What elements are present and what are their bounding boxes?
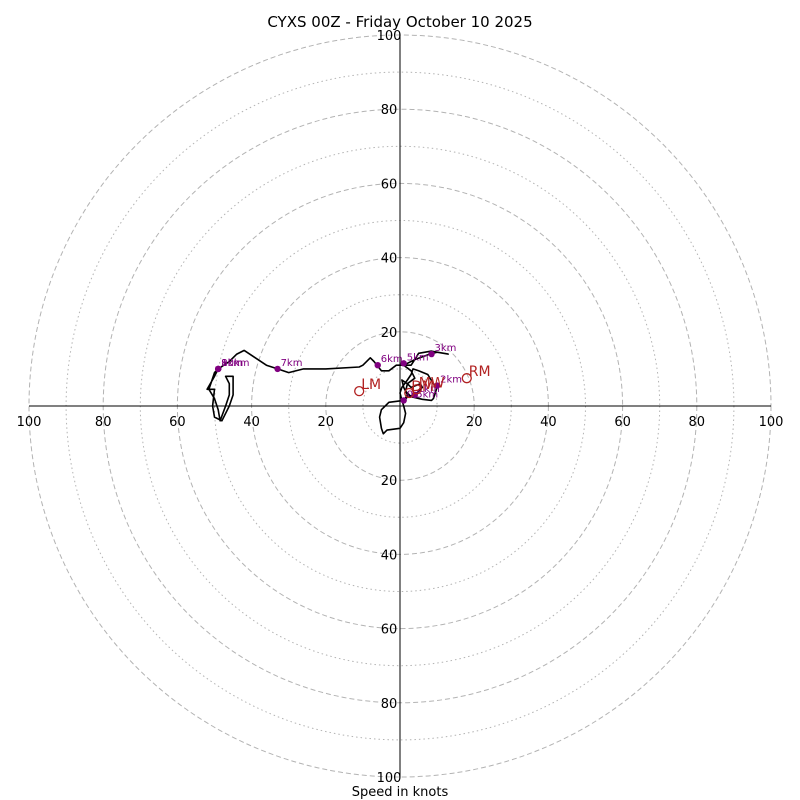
height-marker-label: 9km (221, 358, 243, 369)
height-marker-dot (428, 350, 435, 358)
x-axis-label: Speed in knots (352, 785, 449, 800)
height-marker-dot (433, 382, 441, 389)
height-marker-dot (400, 397, 407, 404)
chart-title: CYXS 00Z - Friday October 10 2025 (267, 13, 532, 31)
height-marker-label: 6km (381, 354, 403, 365)
y-tick-label: 100 (377, 771, 402, 786)
storm-motion-label: MW (419, 375, 445, 391)
x-tick-label: 60 (169, 415, 186, 430)
height-marker-label: 5km (407, 352, 429, 363)
height-marker-dot (374, 361, 381, 369)
x-tick-label: 20 (466, 415, 483, 430)
x-tick-label: 100 (759, 415, 784, 430)
height-marker-label: 1km (418, 384, 440, 395)
height-marker-label: 3km (435, 343, 457, 354)
y-tick-label: 100 (377, 29, 402, 44)
storm-motion-label: DM (411, 379, 434, 395)
x-tick-label: 40 (540, 415, 557, 430)
height-marker-label: 10km (221, 358, 249, 369)
height-marker-label: 0.5km (407, 389, 438, 400)
height-marker-dot (274, 365, 281, 373)
y-tick-label: 60 (381, 623, 398, 638)
storm-motion-label: LM (361, 377, 381, 393)
y-tick-label: 40 (381, 252, 398, 267)
x-tick-label: 20 (318, 415, 335, 430)
x-tick-label: 40 (243, 415, 260, 430)
y-tick-label: 60 (381, 177, 398, 192)
x-tick-label: 60 (614, 415, 631, 430)
storm-motion-marker (354, 386, 365, 397)
storm-motion-marker (404, 387, 415, 399)
x-tick-label: 80 (689, 415, 706, 430)
storm-motion-marker (461, 373, 472, 384)
storm-motion-label: RM (469, 364, 491, 380)
height-marker-label: 7km (281, 358, 303, 369)
y-tick-label: 40 (381, 548, 398, 563)
height-marker-label: 2km (440, 375, 462, 386)
y-tick-label: 20 (381, 474, 398, 489)
y-tick-label: 80 (381, 697, 398, 712)
y-tick-label: 80 (381, 103, 398, 118)
height-marker-dot (215, 365, 222, 373)
height-marker-label: 8km (221, 358, 243, 369)
tick-labels: 100 80 60 40 20 20 40 60 80 100 100 80 60 40 20 20 40 60 8… (17, 29, 784, 786)
height-marker-dot (400, 360, 407, 367)
x-tick-label: 80 (95, 415, 112, 430)
x-tick-label: 100 (17, 415, 42, 430)
axes (29, 35, 771, 777)
y-tick-label: 20 (381, 326, 398, 341)
